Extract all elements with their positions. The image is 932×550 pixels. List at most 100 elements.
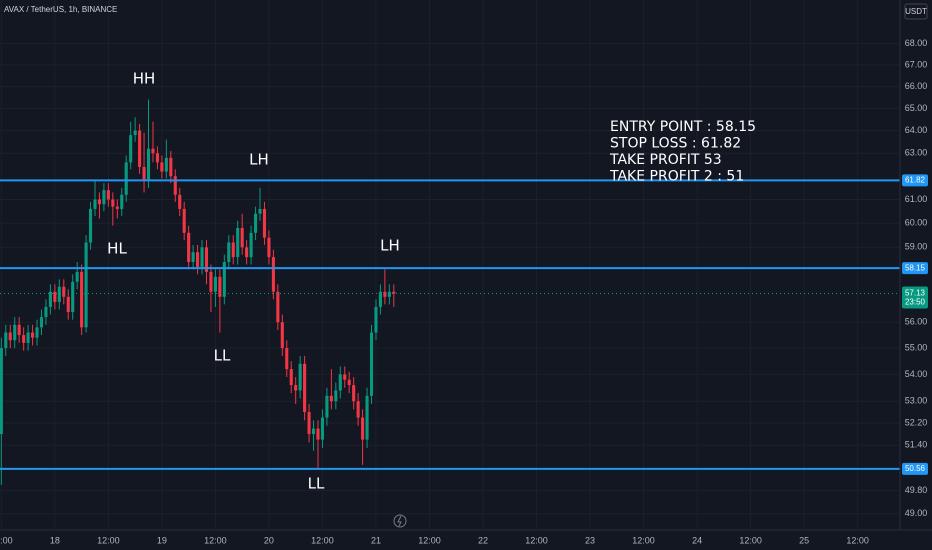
candle-body: [169, 157, 173, 177]
candle-body: [88, 208, 93, 243]
candle-body: [222, 262, 226, 297]
candle-body: [285, 348, 289, 370]
candle-body: [200, 247, 204, 267]
candle-body: [356, 401, 360, 418]
candle-body: [276, 291, 280, 323]
candle-body: [325, 395, 329, 418]
candle-body: [106, 190, 110, 200]
candle-body: [374, 306, 378, 333]
candle-body: [378, 291, 382, 307]
y-tick-label: 59.00: [905, 242, 928, 252]
level-label: 50.56: [905, 464, 926, 473]
candle-body: [280, 322, 284, 349]
y-tick-label: 55.00: [905, 342, 928, 352]
annotation: LL: [308, 475, 325, 493]
candle-body: [298, 363, 302, 391]
candle-body: [182, 208, 186, 233]
y-tick-label: 49.80: [905, 485, 928, 495]
annotation: HH: [133, 70, 156, 88]
replay-icon-bolt: [397, 515, 402, 527]
candle-body: [48, 291, 52, 307]
x-tick-label: 23: [585, 535, 595, 545]
candle-body: [343, 374, 347, 380]
y-tick-label: 61.00: [905, 194, 928, 204]
candle-body: [120, 194, 124, 209]
candle-body: [71, 281, 75, 313]
y-tick-label: 65.00: [905, 103, 928, 113]
candle-body: [307, 412, 311, 435]
candle-body: [35, 327, 39, 338]
x-tick-label: 25: [799, 535, 809, 545]
candle-body: [262, 208, 267, 238]
x-tick-label: 12:00: [846, 535, 869, 545]
candle-body: [111, 199, 115, 207]
candle-body: [75, 271, 79, 282]
candle-body: [311, 428, 316, 435]
candle-body: [4, 332, 8, 349]
x-tick-label: 24: [692, 535, 702, 545]
candle-body: [289, 369, 293, 386]
countdown: 23:50: [905, 298, 926, 307]
x-tick-label: 12:00: [739, 535, 762, 545]
candle-body: [231, 242, 235, 258]
candle-body: [164, 157, 168, 172]
candle-body: [17, 324, 21, 336]
x-tick-label: 12:00: [311, 535, 334, 545]
candle-body: [227, 242, 231, 263]
last-price-label: 57.13: [905, 289, 926, 298]
candle-body: [267, 237, 271, 258]
y-tick-label: 68.00: [905, 38, 928, 48]
x-tick-label: 19: [157, 535, 167, 545]
candle-body: [338, 374, 342, 391]
annotation: HL: [107, 240, 127, 258]
x-tick-label: 12:00: [0, 535, 13, 545]
x-tick-label: 21: [371, 535, 381, 545]
y-tick-label: 52.20: [905, 417, 928, 427]
candle-body: [22, 335, 26, 343]
candle-body: [213, 276, 217, 292]
y-tick-label: 60.00: [905, 218, 928, 228]
candle-body: [303, 363, 307, 413]
candle-body: [187, 232, 191, 263]
candle-body: [173, 176, 177, 195]
y-tick-label: 54.00: [905, 369, 928, 379]
candle-body: [62, 286, 66, 297]
candle-body: [13, 324, 17, 341]
candle-body: [209, 271, 213, 292]
x-tick-label: 12:00: [525, 535, 548, 545]
y-tick-label: 56.00: [905, 317, 928, 327]
replay-icon[interactable]: [393, 514, 407, 528]
candle-body: [146, 148, 151, 181]
currency-box[interactable]: [904, 3, 928, 20]
note-line: ENTRY POINT : 58.15: [610, 119, 756, 135]
currency[interactable]: USDT: [905, 7, 927, 16]
annotation: LH: [249, 151, 269, 169]
candle-body: [352, 385, 356, 402]
candle-body: [151, 148, 155, 154]
candle-body: [44, 306, 48, 318]
level-label-box: [902, 174, 928, 187]
candle-body: [271, 257, 275, 292]
candle-body: [102, 190, 106, 205]
candle-body: [316, 428, 320, 440]
candle-body: [245, 247, 249, 258]
last-price-box: [902, 286, 928, 309]
y-tick-label: 67.00: [905, 59, 928, 69]
x-tick-label: 20: [264, 535, 274, 545]
x-tick-label: 12:00: [97, 535, 120, 545]
candle-body: [191, 252, 195, 263]
candle-body: [0, 348, 3, 435]
candle-body: [347, 379, 351, 386]
candle-body: [334, 390, 338, 402]
candle-body: [93, 199, 97, 209]
candle-body: [365, 395, 369, 440]
y-tick-label: 66.00: [905, 81, 928, 91]
y-tick-label: 64.00: [905, 125, 928, 135]
level-label: 61.82: [905, 175, 926, 184]
candle-body: [387, 291, 391, 297]
candle-body: [57, 286, 61, 302]
x-tick-label: 18: [50, 535, 60, 545]
candle-body: [240, 228, 244, 248]
x-tick-label: 12:00: [204, 535, 227, 545]
